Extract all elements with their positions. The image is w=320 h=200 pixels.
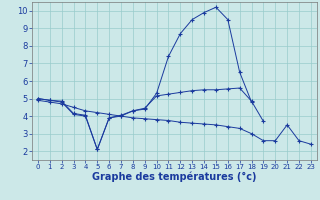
X-axis label: Graphe des températures (°c): Graphe des températures (°c) bbox=[92, 172, 257, 182]
